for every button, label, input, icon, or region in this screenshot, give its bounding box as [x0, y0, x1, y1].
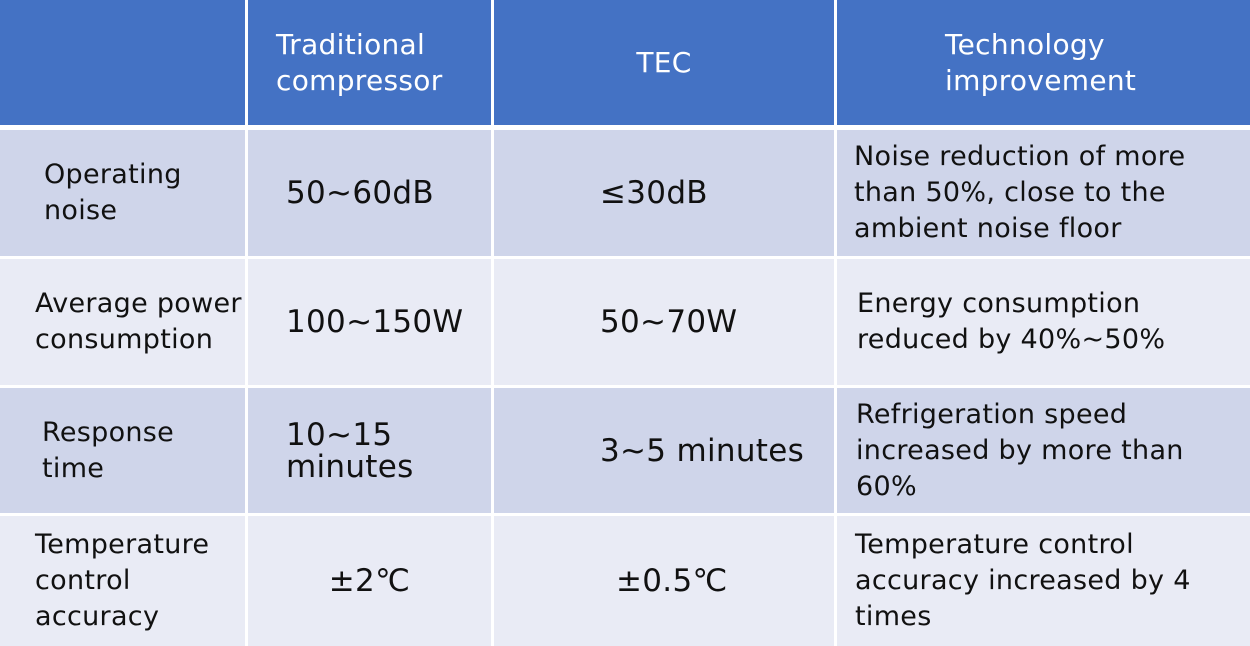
improvement-text: Energy consumption reduced by 40%~50%: [857, 288, 1166, 355]
improvement-text: Noise reduction of more than 50%, close …: [854, 141, 1186, 244]
cell-improvement-accuracy: Temperature control accuracy increased b…: [837, 516, 1250, 646]
cell-traditional-noise: 50~60dB: [248, 130, 494, 259]
row-label-temperature-accuracy: Temperature control accuracy: [0, 516, 248, 646]
tec-value: 50~70W: [600, 304, 738, 340]
header-improvement-label: Technology improvement: [945, 27, 1137, 97]
tec-value: ≤30dB: [600, 175, 708, 211]
header-traditional-label: Traditional compressor: [276, 27, 443, 97]
tec-value: 3~5 minutes: [600, 432, 805, 469]
cell-tec-power: 50~70W: [494, 259, 837, 388]
improvement-text: Refrigeration speed increased by more th…: [856, 398, 1184, 502]
header-empty-cell: [0, 0, 248, 130]
cell-traditional-response: 10~15 minutes: [248, 388, 494, 516]
row-label: Average power consumption: [35, 288, 242, 355]
row-label-response-time: Response time: [0, 388, 248, 516]
header-tec-label: TEC: [636, 45, 692, 79]
header-tec: TEC: [494, 0, 837, 130]
header-traditional-compressor: Traditional compressor: [248, 0, 494, 130]
cell-improvement-response: Refrigeration speed increased by more th…: [837, 388, 1250, 516]
traditional-value: 100~150W: [286, 304, 464, 340]
tec-value: ±0.5℃: [616, 563, 728, 599]
traditional-value: 10~15 minutes: [286, 416, 414, 485]
row-label-average-power: Average power consumption: [0, 259, 248, 388]
cell-tec-noise: ≤30dB: [494, 130, 837, 259]
row-label: Temperature control accuracy: [35, 529, 210, 632]
row-label: Response time: [42, 416, 175, 484]
cell-traditional-power: 100~150W: [248, 259, 494, 388]
traditional-value: ±2℃: [328, 563, 411, 599]
cell-improvement-power: Energy consumption reduced by 40%~50%: [837, 259, 1250, 388]
cell-tec-response: 3~5 minutes: [494, 388, 837, 516]
cell-tec-accuracy: ±0.5℃: [494, 516, 837, 646]
header-technology-improvement: Technology improvement: [837, 0, 1250, 130]
cell-improvement-noise: Noise reduction of more than 50%, close …: [837, 130, 1250, 259]
improvement-text: Temperature control accuracy increased b…: [855, 529, 1191, 632]
row-label: Operating noise: [44, 159, 182, 226]
traditional-value: 50~60dB: [286, 175, 434, 211]
cell-traditional-accuracy: ±2℃: [248, 516, 494, 646]
row-label-operating-noise: Operating noise: [0, 130, 248, 259]
